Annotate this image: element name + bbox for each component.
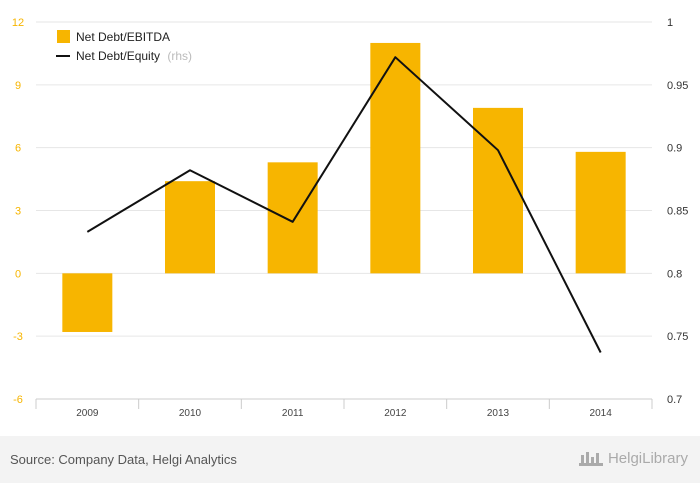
- bar-2013: [473, 107, 523, 274]
- bar-2014: [575, 151, 626, 274]
- y-left-tick-label: -6: [13, 394, 23, 406]
- line-series: [86, 56, 602, 353]
- left-y-axis: -6 -3 0 3 6 9 12: [12, 17, 24, 406]
- x-tick-label: 2013: [487, 408, 510, 419]
- y-right-tick-label: 0.95: [667, 80, 688, 92]
- legend-label-bar: Net Debt/EBITDA: [76, 30, 170, 44]
- helgi-library-logo: HelgiLibrary: [578, 448, 688, 468]
- y-left-tick-label: 12: [12, 17, 24, 29]
- y-right-tick-label: 0.85: [667, 206, 688, 218]
- library-logo-icon: [578, 452, 603, 466]
- y-right-tick-label: 0.9: [667, 143, 682, 155]
- legend: Net Debt/EBITDA Net Debt/Equity (rhs): [56, 30, 192, 63]
- logo-text: HelgiLibrary: [607, 449, 688, 467]
- source-text: Source: Company Data, Helgi Analytics: [10, 452, 237, 467]
- legend-label-line-name: Net Debt/Equity: [76, 49, 160, 63]
- x-tick-label: 2009: [76, 408, 99, 419]
- bar-2010: [165, 181, 215, 274]
- x-tick-label: 2011: [282, 408, 304, 419]
- bar-2011: [267, 162, 318, 274]
- bar-2012: [370, 42, 421, 274]
- x-tick-label: 2012: [384, 408, 407, 419]
- y-right-tick-label: 0.75: [667, 331, 688, 343]
- y-right-tick-label: 0.7: [667, 394, 682, 406]
- y-left-tick-label: 0: [15, 268, 21, 280]
- y-left-tick-label: 6: [15, 143, 21, 155]
- y-left-tick-label: 3: [15, 206, 21, 218]
- bar-2009: [62, 273, 113, 332]
- footer: Source: Company Data, Helgi Analytics He…: [0, 436, 700, 483]
- right-y-axis: 0.7 0.75 0.8 0.85 0.9 0.95 1: [667, 17, 688, 406]
- y-right-tick-label: 1: [667, 17, 673, 29]
- legend-swatch-bar: [57, 30, 70, 43]
- x-tick-label: 2010: [179, 408, 202, 419]
- x-axis: 2009 2010 2011 2012 2013 2014: [35, 398, 653, 419]
- legend-label-line-suffix: (rhs): [167, 49, 192, 63]
- bar-series: [62, 42, 626, 332]
- y-left-tick-label: -3: [13, 331, 23, 343]
- y-right-tick-label: 0.8: [667, 268, 682, 280]
- net-debt-equity-line: [86, 56, 602, 353]
- legend-label-line: Net Debt/Equity (rhs): [76, 49, 192, 63]
- gridlines: [36, 21, 652, 400]
- y-left-tick-label: 9: [15, 80, 21, 92]
- x-tick-label: 2014: [590, 408, 613, 419]
